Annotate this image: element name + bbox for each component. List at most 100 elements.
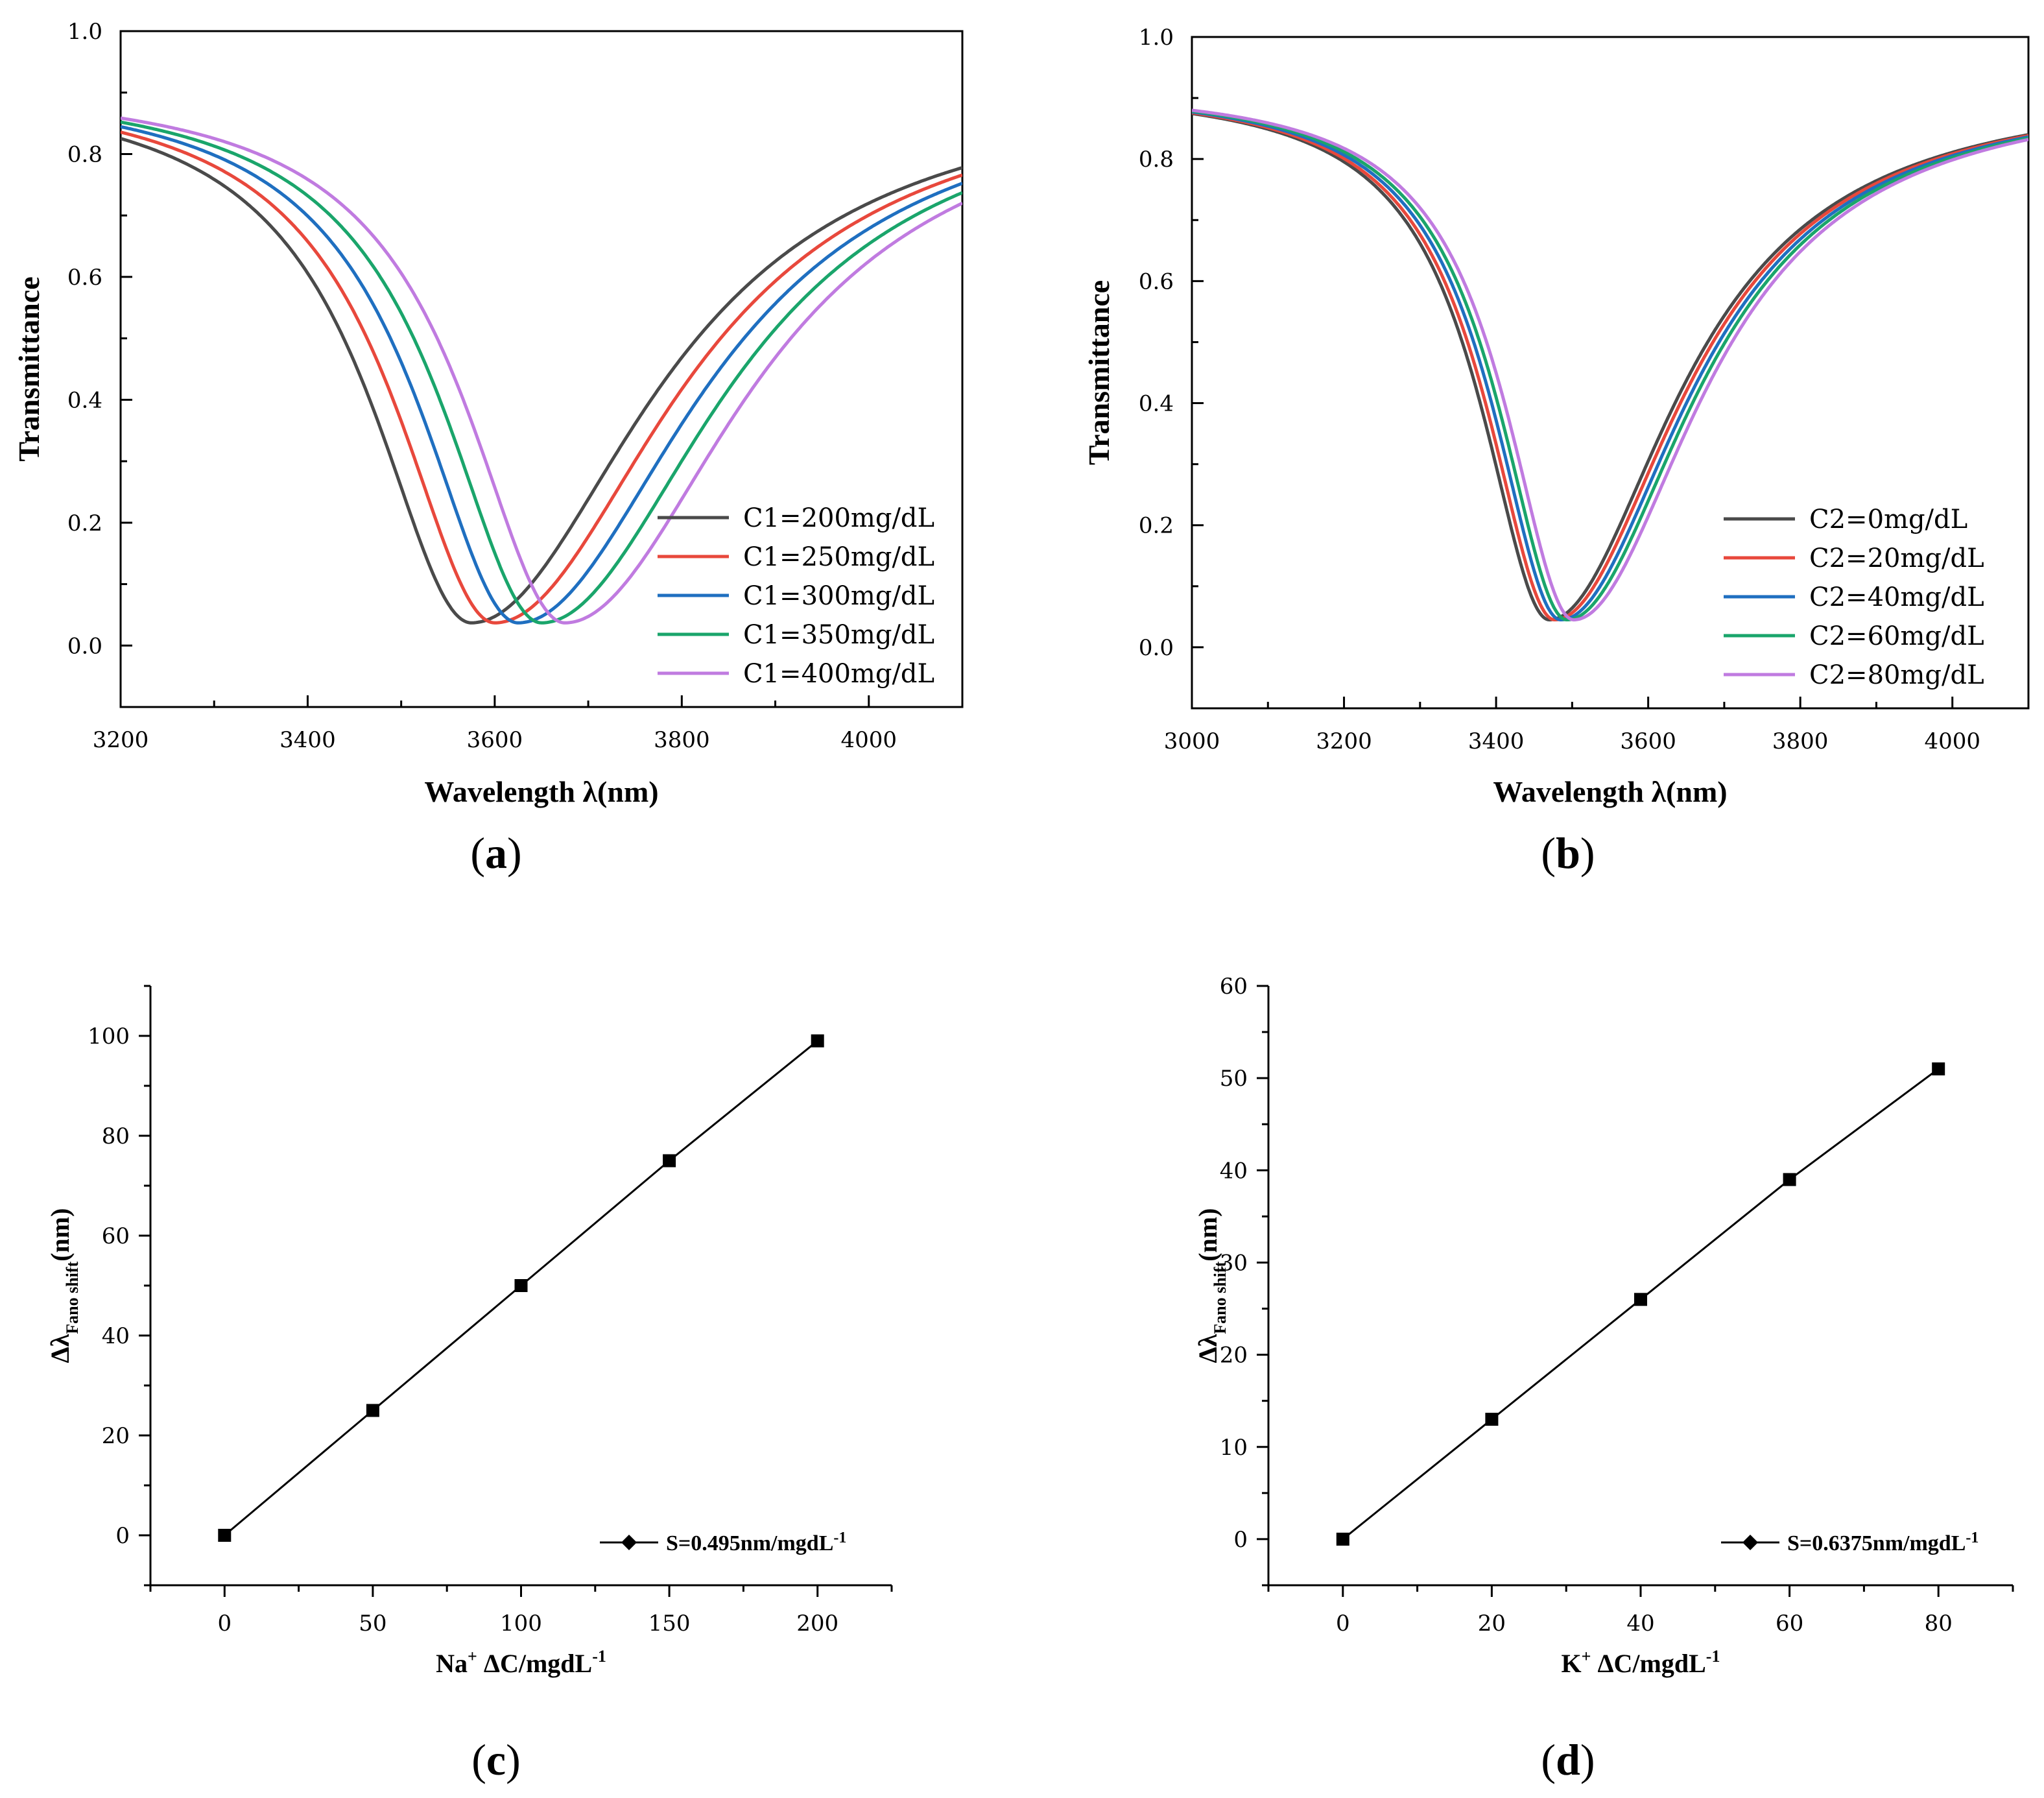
legend-swatch-diamond xyxy=(1742,1535,1758,1550)
legend-label: C2=0mg/dL xyxy=(1809,505,1967,534)
legend-label: C1=400mg/dL xyxy=(743,659,934,689)
x-axis-title: Wavelength λ(nm) xyxy=(1493,775,1727,808)
series-line xyxy=(121,130,962,625)
x-axis-title: Wavelength λ(nm) xyxy=(424,775,658,808)
panel-label-letter: d xyxy=(1556,1735,1580,1784)
plot-frame xyxy=(1191,36,2030,710)
series-line xyxy=(121,125,962,625)
x-axis-title: K+ ΔC/mgdL-1 xyxy=(1562,1647,1720,1678)
y-axis-title-sub: Fano shift xyxy=(1211,1261,1230,1334)
y-tick-label: 0.4 xyxy=(67,387,102,413)
y-tick-label: 0.4 xyxy=(1139,391,1174,417)
x-tick-label: 60 xyxy=(1776,1611,1803,1636)
panel-label: (a) xyxy=(470,828,521,878)
x-tick-label: 0 xyxy=(1336,1611,1350,1636)
series-line xyxy=(1192,110,2028,621)
legend-label-main: S=0.495nm/mgdL xyxy=(666,1531,833,1555)
y-tick-label: 80 xyxy=(102,1123,130,1149)
x-axis-title-main: K xyxy=(1562,1649,1582,1678)
y-tick-label: 0.0 xyxy=(1139,635,1174,661)
chart-panel-b: 3000 3200 3400 3600 3800 4000 0.0 0.2 0.4 0.6 0.8 1… xyxy=(1082,25,2030,878)
y-tick-label: 0.8 xyxy=(1139,147,1174,173)
x-axis-title: Na+ ΔC/mgdL-1 xyxy=(436,1647,606,1678)
panel-label-letter: c xyxy=(486,1735,506,1784)
data-point xyxy=(1336,1532,1349,1546)
panel-label: (d) xyxy=(1541,1735,1595,1784)
data-point xyxy=(514,1279,528,1292)
y-tick-label: 0.6 xyxy=(1139,269,1174,294)
panel-label: (b) xyxy=(1541,828,1595,878)
panel-label-paren: ( xyxy=(1541,828,1556,878)
legend-label: C2=40mg/dL xyxy=(1809,582,1984,612)
panel-label-paren: ) xyxy=(1580,1735,1595,1784)
x-tick-label: 40 xyxy=(1626,1611,1654,1636)
x-axis-title-sup: + xyxy=(468,1647,477,1666)
x-tick-label: 3400 xyxy=(1468,728,1525,754)
y-axis-title: Transmittance xyxy=(12,276,45,461)
y-tick-label: 10 xyxy=(1220,1435,1248,1461)
x-tick-label: 3200 xyxy=(93,727,149,753)
y-axis-title-rest: (nm) xyxy=(45,1208,75,1262)
y-tick-label: 100 xyxy=(88,1024,130,1049)
y-axis-title-main: Δλ xyxy=(1193,1334,1222,1363)
legend-label: C1=200mg/dL xyxy=(743,503,934,533)
x-axis-title-main: Na xyxy=(436,1649,468,1678)
y-tick-label: 20 xyxy=(1220,1343,1248,1369)
legend-label: C1=250mg/dL xyxy=(743,542,934,572)
x-tick-label: 150 xyxy=(648,1611,691,1636)
y-axis-title: ΔλFano shift(nm) xyxy=(1193,1208,1230,1363)
y-tick-label: 60 xyxy=(1220,974,1248,1000)
y-axis-title: Transmittance xyxy=(1082,280,1115,465)
x-tick-label: 100 xyxy=(500,1611,542,1636)
panel-label-letter: b xyxy=(1556,828,1580,878)
data-point xyxy=(1783,1173,1796,1186)
y-tick-label: 0.0 xyxy=(67,633,102,659)
legend-label: C2=80mg/dL xyxy=(1809,660,1984,690)
y-axis-title-main: Δλ xyxy=(45,1334,75,1363)
x-tick-label: 3800 xyxy=(1772,728,1829,754)
data-point xyxy=(1932,1062,1945,1075)
y-tick-label: 0.2 xyxy=(1139,513,1174,539)
series-line xyxy=(1192,111,2028,621)
x-tick-label: 3200 xyxy=(1316,728,1372,754)
panel-label-paren: ) xyxy=(1580,828,1595,878)
y-tick-label: 60 xyxy=(102,1223,130,1249)
x-axis-title-rest: ΔC/mgdL xyxy=(1591,1649,1705,1678)
y-axis-title: ΔλFano shift(nm) xyxy=(45,1208,82,1363)
panel-label-paren: ( xyxy=(471,1735,486,1784)
legend-label: C1=300mg/dL xyxy=(743,581,934,611)
legend-swatch-diamond xyxy=(621,1535,637,1550)
x-tick-label: 4000 xyxy=(1924,728,1980,754)
series-line xyxy=(121,116,962,625)
panel-label-paren: ( xyxy=(1541,1735,1556,1784)
x-tick-label: 3000 xyxy=(1164,728,1220,754)
y-axis-title-rest: (nm) xyxy=(1193,1208,1222,1262)
data-point xyxy=(1634,1293,1647,1306)
x-axis-title-sup: + xyxy=(1582,1647,1591,1666)
y-tick-label: 20 xyxy=(102,1423,130,1449)
x-tick-label: 3600 xyxy=(1620,728,1676,754)
x-tick-label: 20 xyxy=(1478,1611,1506,1636)
y-tick-label: 50 xyxy=(1220,1066,1248,1092)
x-tick-label: 80 xyxy=(1925,1611,1953,1636)
y-tick-label: 0 xyxy=(1233,1527,1248,1553)
panel-label-paren: ) xyxy=(506,1735,521,1784)
data-point xyxy=(218,1529,232,1542)
y-tick-label: 0.8 xyxy=(67,141,102,167)
legend-label-sup: -1 xyxy=(1966,1529,1979,1546)
x-axis-title-rest: ΔC/mgdL xyxy=(477,1649,592,1678)
series-line xyxy=(1192,112,2028,622)
legend-label: C1=350mg/dL xyxy=(743,620,934,650)
x-tick-label: 0 xyxy=(217,1611,232,1636)
y-axis-title-sub: Fano shift xyxy=(63,1261,82,1334)
data-point xyxy=(366,1404,379,1417)
panel-label-paren: ) xyxy=(507,828,522,878)
panel-label: (c) xyxy=(471,1735,521,1784)
legend-label: S=0.495nm/mgdL-1 xyxy=(666,1529,846,1555)
y-tick-label: 30 xyxy=(1220,1250,1248,1276)
data-point xyxy=(811,1034,824,1048)
y-tick-label: 40 xyxy=(1220,1158,1248,1184)
plot-frame xyxy=(119,30,964,708)
